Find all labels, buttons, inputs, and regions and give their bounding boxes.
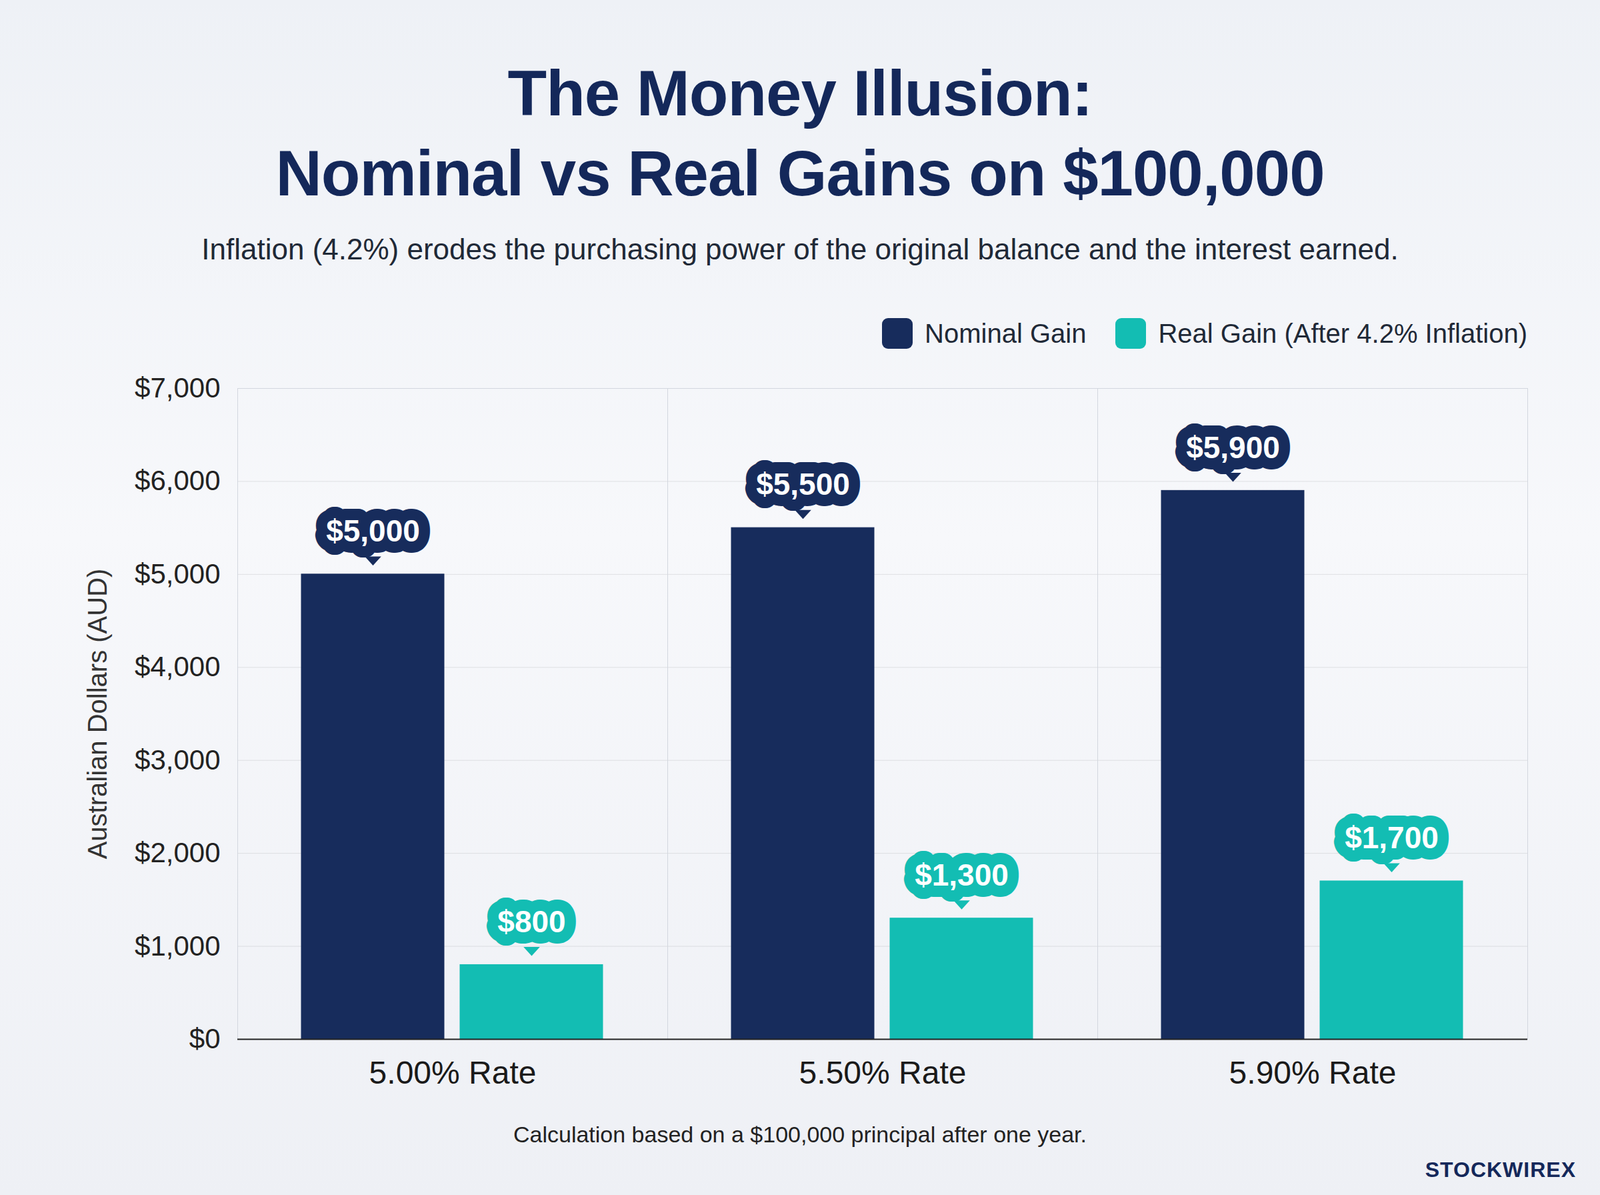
svg-text:$5,900: $5,900 <box>1186 430 1280 465</box>
html-text:Calculation based on a $100,00: Calculation based on a $100,000 principa… <box>513 1121 1087 1147</box>
svg-text:Australian Dollars (AUD): Australian Dollars (AUD) <box>82 568 112 860</box>
svg-text:$3,000: $3,000 <box>134 744 220 776</box>
svg-text:$0: $0 <box>189 1022 221 1054</box>
svg-text:$5,000: $5,000 <box>326 513 420 548</box>
svg-text:$7,000: $7,000 <box>134 372 220 404</box>
html-text:Real Gain (After 4.2% Inflatio: Real Gain (After 4.2% Inflation) <box>1158 318 1528 348</box>
svg-text:$5,000: $5,000 <box>134 558 220 590</box>
svg-text:$2,000: $2,000 <box>134 836 220 868</box>
html-text:Inflation (4.2%) erodes the pu: Inflation (4.2%) erodes the purchasing p… <box>201 232 1399 266</box>
html-text:STOCKWIREX: STOCKWIREX <box>1425 1157 1576 1182</box>
svg-text:$6,000: $6,000 <box>134 464 220 496</box>
svg-text:$4,000: $4,000 <box>134 650 220 682</box>
svg-text:5.90% Rate: 5.90% Rate <box>1229 1054 1397 1090</box>
html-text:Nominal Gain: Nominal Gain <box>924 318 1087 348</box>
svg-text:5.50% Rate: 5.50% Rate <box>799 1054 967 1090</box>
svg-text:$5,500: $5,500 <box>756 466 850 502</box>
svg-text:$800: $800 <box>497 904 566 939</box>
svg-text:$1,300: $1,300 <box>914 857 1009 892</box>
svg-text:5.00% Rate: 5.00% Rate <box>369 1054 537 1090</box>
html-text:The Money Illusion: Nominal vs: The Money Illusion: Nominal vs Real Gain… <box>275 57 1325 209</box>
svg-text:$1,700: $1,700 <box>1344 820 1439 855</box>
svg-text:$1,000: $1,000 <box>134 930 220 962</box>
